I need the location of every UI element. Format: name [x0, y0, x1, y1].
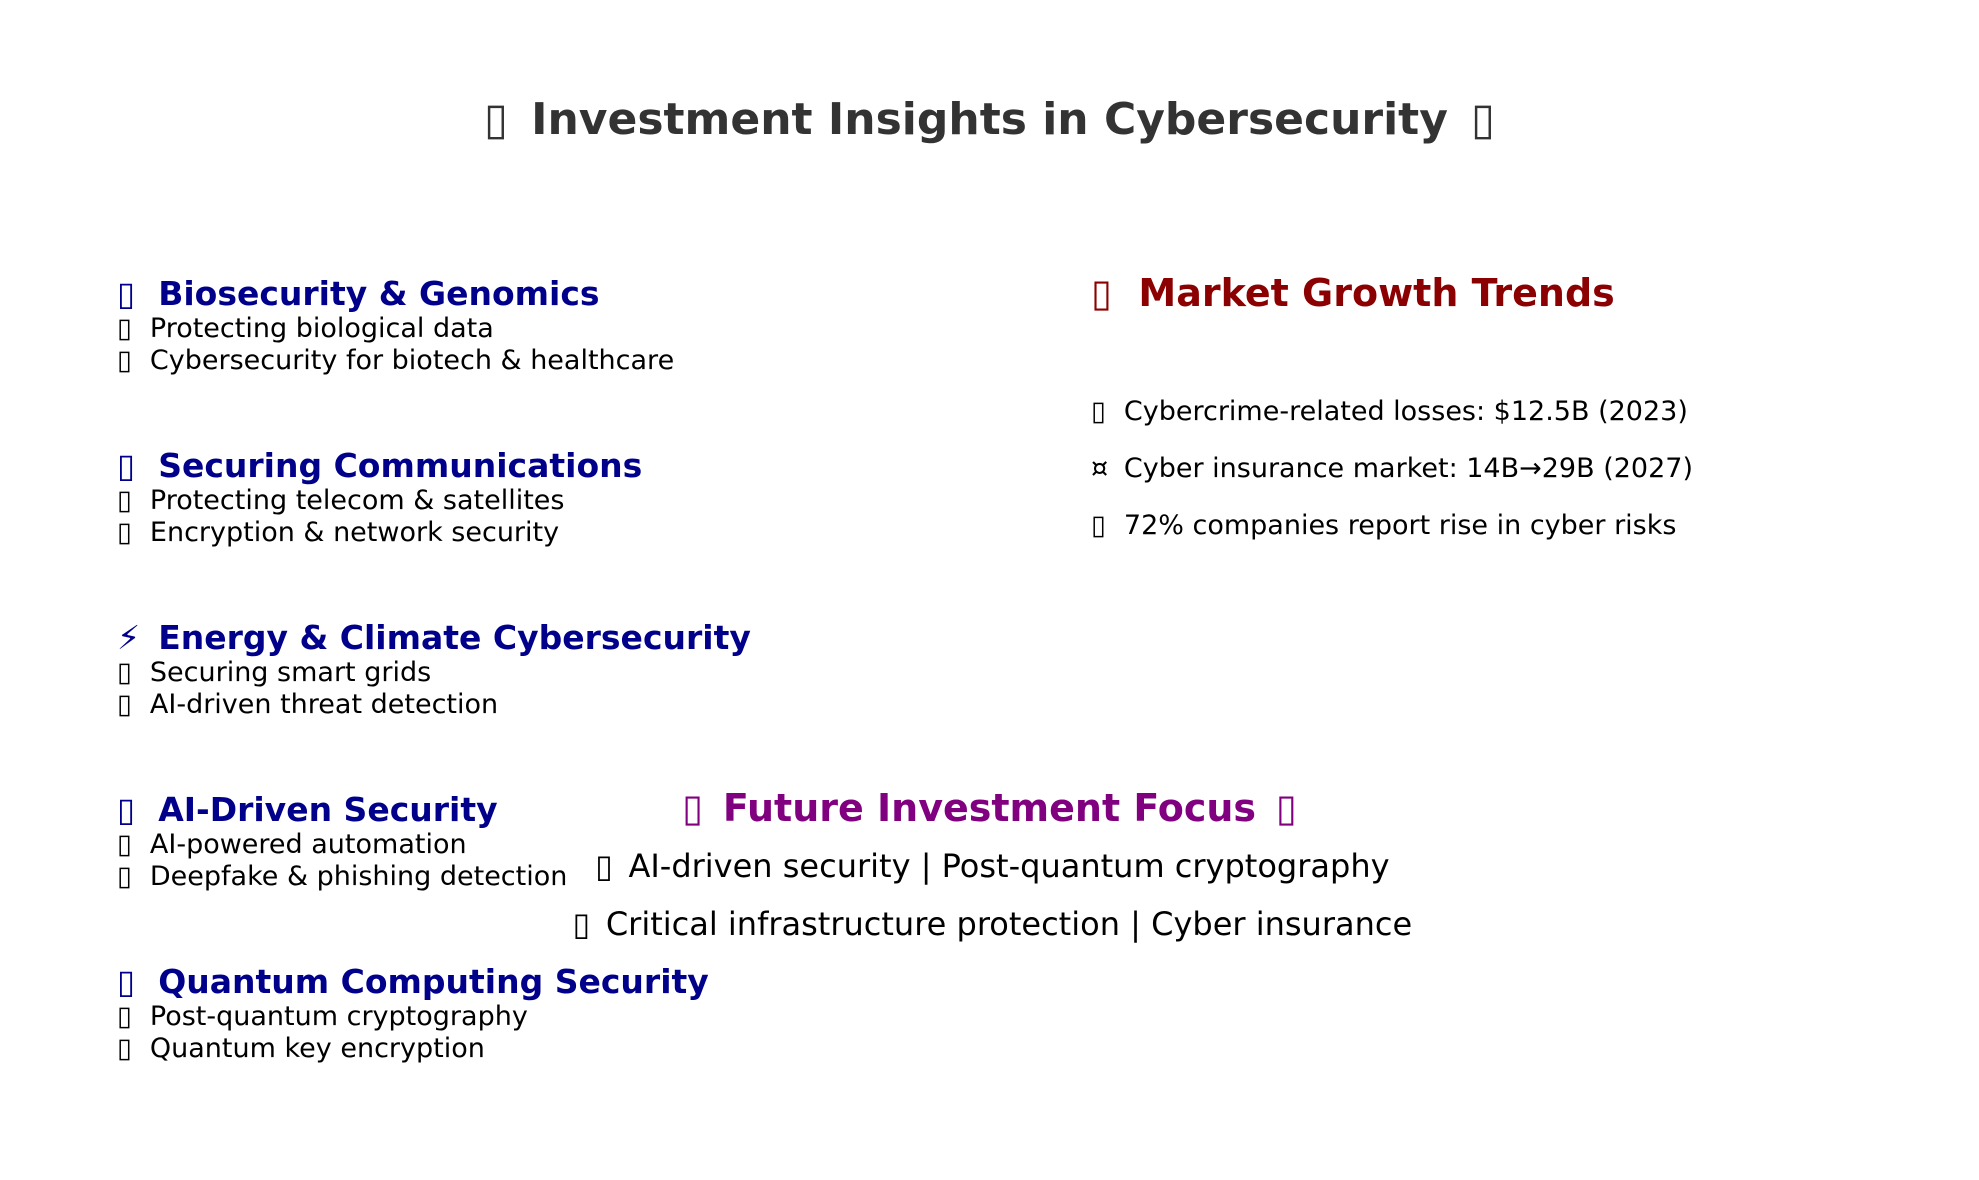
- list-item: ▯ Post-quantum cryptography: [117, 1001, 709, 1033]
- section-heading-text: Biosecurity & Genomics: [158, 274, 600, 313]
- bullet-icon: ▯: [117, 689, 132, 720]
- bullet-icon: ▯: [117, 345, 132, 376]
- list-item: ▯ Encryption & network security: [117, 517, 642, 549]
- bullet-icon: ▯: [117, 485, 132, 516]
- bullet-icon: ▯: [117, 1001, 132, 1032]
- section-heading-text: AI-Driven Security: [158, 790, 498, 829]
- section-quantum: ▯ Quantum Computing Security ▯ Post-quan…: [117, 963, 709, 1065]
- list-item-text: Encryption & network security: [149, 517, 560, 548]
- title-right-icon: ▯: [1470, 94, 1496, 145]
- section-heading: ▯ AI-Driven Security: [117, 791, 567, 829]
- market-growth-title: ▯ Market Growth Trends: [1091, 270, 1615, 316]
- list-item: ▯ AI-driven threat detection: [117, 689, 751, 721]
- section-heading-text: Energy & Climate Cybersecurity: [158, 618, 751, 657]
- list-item: ▯ Deepfake & phishing detection: [117, 861, 567, 893]
- section-heading: ▯ Biosecurity & Genomics: [117, 275, 674, 313]
- future-focus-line-text: Critical infrastructure protection | Cyb…: [605, 905, 1413, 943]
- list-item-text: Post-quantum cryptography: [149, 1001, 528, 1032]
- section-heading-text: Quantum Computing Security: [158, 962, 709, 1001]
- section-energy: ⚡ Energy & Climate Cybersecurity ▯ Secur…: [117, 619, 751, 721]
- bullet-icon: ▯: [1091, 510, 1106, 541]
- list-item-text: Protecting telecom & satellites: [149, 485, 565, 516]
- market-stat-text: Cyber insurance market: 14B→29B (2027): [1123, 453, 1693, 484]
- future-focus-line: ▯ AI-driven security | Post-quantum cryp…: [0, 846, 1979, 886]
- bullet-icon: ▯: [117, 657, 132, 688]
- section-biosecurity: ▯ Biosecurity & Genomics ▯ Protecting bi…: [117, 275, 674, 377]
- page-title: ▯ Investment Insights in Cybersecurity ▯: [0, 90, 1979, 150]
- section-communications: ▯ Securing Communications ▯ Protecting t…: [117, 447, 642, 549]
- section-heading: ⚡ Energy & Climate Cybersecurity: [117, 619, 751, 657]
- list-item-text: Securing smart grids: [149, 657, 432, 688]
- currency-icon: ¤: [1091, 453, 1109, 484]
- market-stat: ▯ Cybercrime-related losses: $12.5B (202…: [1091, 395, 1688, 429]
- market-stat: ¤ Cyber insurance market: 14B→29B (2027): [1091, 452, 1693, 486]
- rocket-icon: ▯: [1275, 786, 1297, 830]
- bullet-icon: ▯: [117, 517, 132, 548]
- dna-icon: ▯: [117, 274, 136, 313]
- list-item: ▯ Cybersecurity for biotech & healthcare: [117, 345, 674, 377]
- future-focus-line-text: AI-driven security | Post-quantum crypto…: [628, 847, 1390, 885]
- rocket-icon: ▯: [682, 786, 704, 830]
- future-focus-title: ▯ Future Investment Focus ▯: [0, 785, 1979, 831]
- satellite-icon: ▯: [117, 446, 136, 485]
- list-item: ▯ Protecting telecom & satellites: [117, 485, 642, 517]
- market-stat: ▯ 72% companies report rise in cyber ris…: [1091, 509, 1676, 543]
- list-item-text: Quantum key encryption: [149, 1033, 485, 1064]
- list-item: ▯ Protecting biological data: [117, 313, 674, 345]
- atom-icon: ▯: [117, 962, 136, 1001]
- list-item-text: AI-powered automation: [149, 829, 467, 860]
- page-title-text: Investment Insights in Cybersecurity: [531, 94, 1448, 145]
- list-item: ▯ Securing smart grids: [117, 657, 751, 689]
- bullet-icon: ▯: [572, 905, 591, 943]
- list-item-text: AI-driven threat detection: [149, 689, 499, 720]
- section-heading-text: Securing Communications: [158, 446, 643, 485]
- future-focus-line: ▯ Critical infrastructure protection | C…: [0, 904, 1979, 944]
- bullet-icon: ▯: [117, 1033, 132, 1064]
- market-stat-text: 72% companies report rise in cyber risks: [1123, 510, 1677, 541]
- list-item: ▯ Quantum key encryption: [117, 1033, 709, 1065]
- chart-icon: ▯: [1091, 271, 1112, 315]
- bullet-icon: ▯: [1091, 396, 1106, 427]
- section-heading: ▯ Securing Communications: [117, 447, 642, 485]
- bullet-icon: ▯: [117, 861, 132, 892]
- list-item-text: Deepfake & phishing detection: [149, 861, 568, 892]
- list-item-text: Protecting biological data: [149, 313, 494, 344]
- lightning-icon: ⚡: [117, 618, 141, 657]
- bullet-icon: ▯: [117, 829, 132, 860]
- market-growth-title-text: Market Growth Trends: [1138, 271, 1615, 315]
- section-heading: ▯ Quantum Computing Security: [117, 963, 709, 1001]
- robot-icon: ▯: [117, 790, 136, 829]
- bullet-icon: ▯: [595, 847, 613, 885]
- title-left-icon: ▯: [483, 94, 509, 145]
- list-item: ▯ AI-powered automation: [117, 829, 567, 861]
- bullet-icon: ▯: [117, 313, 132, 344]
- future-focus-title-text: Future Investment Focus: [722, 786, 1257, 830]
- list-item-text: Cybersecurity for biotech & healthcare: [149, 345, 675, 376]
- market-stat-text: Cybercrime-related losses: $12.5B (2023): [1123, 396, 1688, 427]
- section-ai-security: ▯ AI-Driven Security ▯ AI-powered automa…: [117, 791, 567, 893]
